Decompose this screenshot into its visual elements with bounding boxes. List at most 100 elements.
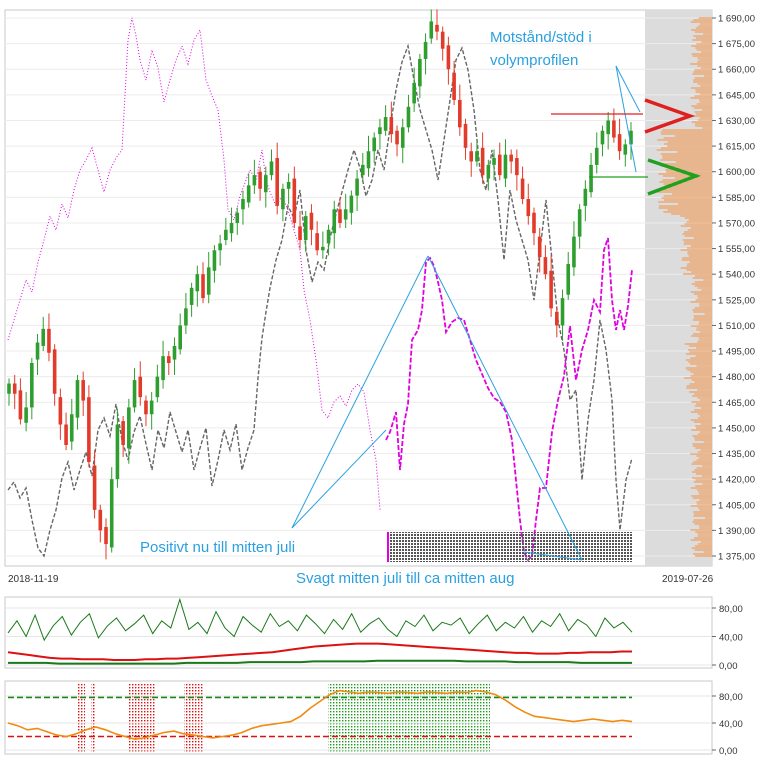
candle-body: [155, 376, 160, 398]
candle-body: [252, 175, 257, 186]
y-tick-label: 1 600,00: [718, 167, 755, 178]
date-end: 2019-07-26: [662, 574, 714, 585]
candle-body: [189, 287, 194, 305]
candle-body: [486, 164, 491, 179]
y-tick-label: 1 450,00: [718, 423, 755, 434]
y-tick-label: 1 390,00: [718, 526, 755, 537]
candle-body: [594, 147, 599, 165]
candle-body: [47, 328, 51, 353]
candle-body: [349, 195, 354, 213]
y-tick-label: 1 420,00: [718, 475, 755, 486]
y-tick-label: 1 405,00: [718, 500, 755, 511]
y-tick-label: 1 555,00: [718, 244, 755, 255]
candle-body: [212, 250, 217, 271]
candle-body: [343, 209, 348, 220]
y-tick-label: 1 585,00: [718, 193, 755, 204]
candle-body: [303, 216, 308, 241]
candle-body: [440, 31, 445, 49]
candle-body: [583, 188, 588, 206]
indicator-2-line: [7, 689, 633, 741]
candle-body: [138, 376, 143, 398]
y-tick-label: 1 525,00: [718, 295, 755, 306]
candle-body: [30, 363, 34, 408]
y-tick-label: 40,00: [719, 633, 743, 644]
sell-zone: [184, 683, 204, 753]
candle-body: [429, 21, 434, 39]
candle-body: [75, 380, 80, 418]
candle-body: [172, 345, 177, 360]
candle-body: [161, 356, 165, 381]
candle-body: [378, 127, 382, 135]
indicator-1-baseline: [8, 659, 632, 665]
candle-body: [480, 147, 485, 176]
candle-body: [577, 209, 582, 237]
candle-body: [555, 311, 559, 326]
main-panel: 1 690,00 1 675,00 1 660,00 1 645,00 1 630,00…: [4, 9, 755, 567]
candle-body: [81, 380, 85, 401]
candle-body: [623, 144, 628, 155]
annotation-resistance-line2: volymprofilen: [490, 52, 578, 69]
seasonal-line-dotted: [7, 17, 381, 511]
candle-body: [321, 246, 325, 251]
y-tick-label: 1 615,00: [718, 142, 755, 153]
candle-body: [492, 158, 496, 165]
index-line: [7, 43, 633, 558]
y-tick-label: 40,00: [719, 719, 743, 730]
candle-body: [418, 58, 422, 87]
y-tick-label: 80,00: [719, 692, 743, 703]
annotation-positive: Positivt nu till mitten juli: [140, 539, 295, 556]
annotation-line-down: [427, 255, 583, 561]
candle-body: [532, 212, 536, 234]
candle-body: [166, 356, 171, 364]
candle-body: [435, 24, 439, 32]
candle-body: [35, 342, 40, 360]
seasonal-line-dashed: [385, 237, 633, 562]
candle-body: [458, 99, 462, 128]
y-tick-label: 1 660,00: [718, 65, 755, 76]
candle-body: [87, 397, 91, 463]
candle-body: [515, 158, 519, 176]
sell-zone: [128, 683, 156, 753]
indicator-panel-2: 0,00 40,00 80,00: [4, 680, 743, 757]
candle-body: [366, 151, 371, 169]
candle-body: [338, 209, 342, 223]
candle-body: [423, 41, 428, 59]
candle-body: [298, 226, 302, 241]
candle-body: [452, 72, 456, 100]
candle-body: [121, 421, 125, 445]
candle-body: [395, 130, 399, 145]
annotation-weak: Svagt mitten juli till ca mitten aug: [296, 570, 514, 587]
candle-body: [332, 209, 337, 234]
buy-zone: [328, 683, 490, 753]
candle-body: [195, 274, 200, 292]
candle-body: [309, 212, 314, 230]
indicator-1-gridlines: [5, 607, 712, 666]
candle-body: [589, 164, 593, 193]
annotation-lines: [291, 65, 641, 561]
candle-body: [549, 270, 553, 309]
candle-body: [566, 263, 571, 295]
candle-body: [463, 123, 468, 148]
candle-body: [286, 181, 291, 189]
candle-body: [246, 185, 251, 203]
sell-zone: [78, 683, 85, 753]
annotation-line-resistance: [615, 65, 641, 113]
candle-body: [389, 117, 394, 135]
candle-body: [543, 257, 548, 275]
candle-body: [326, 229, 331, 244]
candle-body: [612, 120, 616, 138]
candle-body: [606, 120, 610, 135]
y-tick-label: 1 435,00: [718, 449, 755, 460]
annotation-resistance-line1: Motstånd/stöd i: [490, 29, 592, 46]
candle-body: [520, 178, 525, 200]
candle-body: [281, 188, 285, 210]
annotation-line-support: [615, 65, 637, 173]
y-tick-label: 80,00: [719, 604, 743, 615]
candle-body: [600, 130, 605, 145]
y-tick-label: 1 465,00: [718, 398, 755, 409]
candle-body: [104, 526, 108, 545]
y-tick-label: 1 480,00: [718, 372, 755, 383]
candle-body: [469, 151, 474, 162]
candle-body: [18, 390, 23, 420]
annotation-line-up: [291, 255, 429, 529]
